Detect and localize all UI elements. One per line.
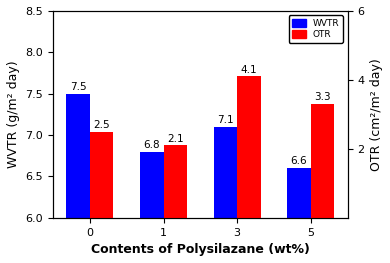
Bar — [237, 77, 261, 218]
Text: 2.1: 2.1 — [167, 134, 184, 144]
Text: 4.1: 4.1 — [241, 65, 257, 75]
Legend: WVTR, OTR: WVTR, OTR — [289, 16, 343, 43]
Text: 7.1: 7.1 — [217, 115, 234, 125]
Bar — [214, 127, 237, 263]
Bar — [140, 151, 163, 263]
X-axis label: Contents of Polysilazane (wt%): Contents of Polysilazane (wt%) — [91, 243, 310, 256]
Bar — [163, 145, 187, 218]
Text: 6.8: 6.8 — [144, 140, 160, 150]
Text: 6.6: 6.6 — [291, 156, 307, 166]
Y-axis label: WVTR (g/m² day): WVTR (g/m² day) — [7, 60, 20, 168]
Text: 3.3: 3.3 — [314, 92, 331, 102]
Text: 2.5: 2.5 — [93, 120, 110, 130]
Text: 7.5: 7.5 — [70, 82, 87, 92]
Bar — [311, 104, 334, 218]
Bar — [287, 168, 311, 263]
Bar — [90, 132, 113, 218]
Y-axis label: OTR (cm²/m² day): OTR (cm²/m² day) — [370, 58, 383, 171]
Bar — [66, 94, 90, 263]
